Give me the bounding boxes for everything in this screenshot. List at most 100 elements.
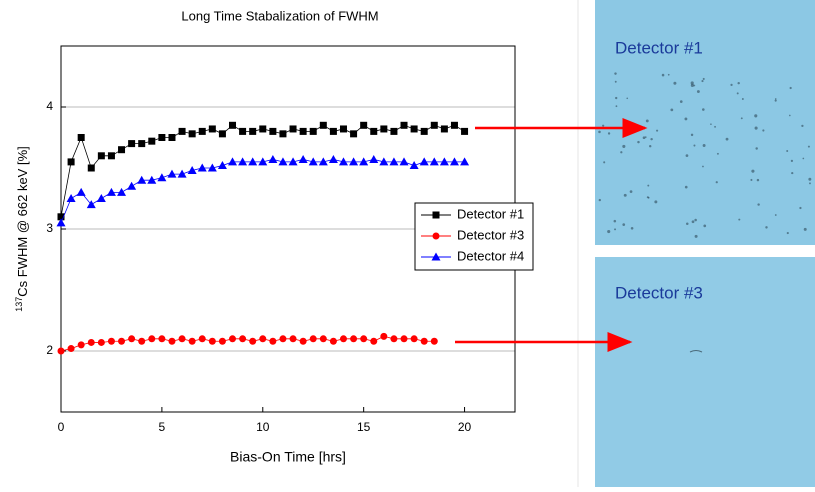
marker xyxy=(318,157,328,166)
speckle xyxy=(667,73,670,76)
marker xyxy=(168,134,176,141)
speckle xyxy=(714,125,716,128)
speckle xyxy=(607,229,611,234)
marker xyxy=(309,335,317,343)
marker xyxy=(67,345,75,353)
marker xyxy=(168,337,176,345)
marker xyxy=(118,337,126,345)
speckle xyxy=(691,220,695,224)
marker xyxy=(128,335,136,343)
x-tick-label: 15 xyxy=(357,420,371,434)
speckle xyxy=(626,97,629,100)
speckle xyxy=(690,133,694,137)
marker xyxy=(389,157,399,166)
speckle xyxy=(615,105,618,108)
detector-image xyxy=(595,257,815,487)
speckle xyxy=(791,171,794,175)
speckle xyxy=(751,169,755,173)
speckle xyxy=(690,81,694,85)
marker xyxy=(319,335,327,343)
legend-label: Detector #1 xyxy=(457,206,524,221)
speckle xyxy=(774,214,777,216)
speckle xyxy=(740,117,743,120)
speckle xyxy=(801,124,804,128)
speckle xyxy=(730,83,733,86)
marker xyxy=(249,337,257,345)
speckle xyxy=(670,108,674,112)
y-tick-label: 3 xyxy=(46,221,53,235)
marker xyxy=(461,127,469,135)
marker xyxy=(148,137,156,145)
y-tick-label: 4 xyxy=(46,99,53,113)
speckle xyxy=(710,123,712,125)
marker xyxy=(299,337,307,345)
speckle xyxy=(637,140,640,144)
speckle xyxy=(694,234,698,238)
speckle xyxy=(614,228,617,231)
marker xyxy=(96,194,106,202)
y-axis-label: 137Cs FWHM @ 662 keV [%] xyxy=(14,146,30,311)
chart-title: Long Time Stabalization of FWHM xyxy=(181,8,378,23)
speckle xyxy=(755,147,758,150)
speckle xyxy=(654,200,658,204)
marker xyxy=(380,125,388,133)
marker xyxy=(188,337,196,345)
marker xyxy=(67,158,75,166)
marker xyxy=(349,157,359,166)
marker xyxy=(432,232,440,240)
speckle xyxy=(754,114,758,118)
speckle xyxy=(614,72,617,75)
speckle xyxy=(756,178,760,182)
marker xyxy=(187,165,197,174)
speckle xyxy=(737,81,740,85)
marker xyxy=(259,335,267,343)
speckle xyxy=(646,196,649,199)
speckle xyxy=(702,108,705,111)
marker xyxy=(460,157,470,166)
marker xyxy=(208,125,216,133)
speckle xyxy=(799,206,802,210)
marker xyxy=(107,152,115,160)
speckle xyxy=(774,98,777,100)
speckle xyxy=(630,226,634,230)
marker xyxy=(278,157,288,166)
speckle xyxy=(807,145,810,148)
marker xyxy=(138,140,146,148)
marker xyxy=(188,130,196,138)
marker xyxy=(350,335,358,343)
speckle xyxy=(715,181,718,184)
marker xyxy=(228,157,238,166)
speckle xyxy=(645,119,649,123)
marker xyxy=(439,157,449,166)
x-axis-label: Bias-On Time [hrs] xyxy=(230,449,346,465)
speckle xyxy=(754,126,758,130)
marker xyxy=(359,157,369,166)
marker xyxy=(409,161,419,170)
marker xyxy=(390,335,398,343)
marker xyxy=(197,163,207,172)
speckle xyxy=(684,185,688,189)
speckle xyxy=(607,132,611,135)
speckle xyxy=(702,165,704,168)
y-axis-label-main: Cs FWHM @ 662 keV [%] xyxy=(15,146,30,296)
marker xyxy=(249,127,257,135)
speckle xyxy=(613,219,617,223)
image-label: Detector #1 xyxy=(615,38,703,57)
marker xyxy=(419,157,429,166)
marker xyxy=(198,127,206,135)
speckle xyxy=(701,79,704,83)
marker xyxy=(106,187,116,196)
x-tick-label: 20 xyxy=(458,420,472,434)
marker xyxy=(56,218,66,227)
speckle xyxy=(703,224,707,228)
marker xyxy=(380,332,388,340)
speckle xyxy=(750,178,753,181)
marker xyxy=(128,140,136,148)
speckle xyxy=(803,227,807,231)
marker xyxy=(339,125,347,133)
marker xyxy=(57,213,65,221)
marker xyxy=(450,121,458,129)
marker xyxy=(238,157,248,166)
speckle xyxy=(644,136,647,138)
